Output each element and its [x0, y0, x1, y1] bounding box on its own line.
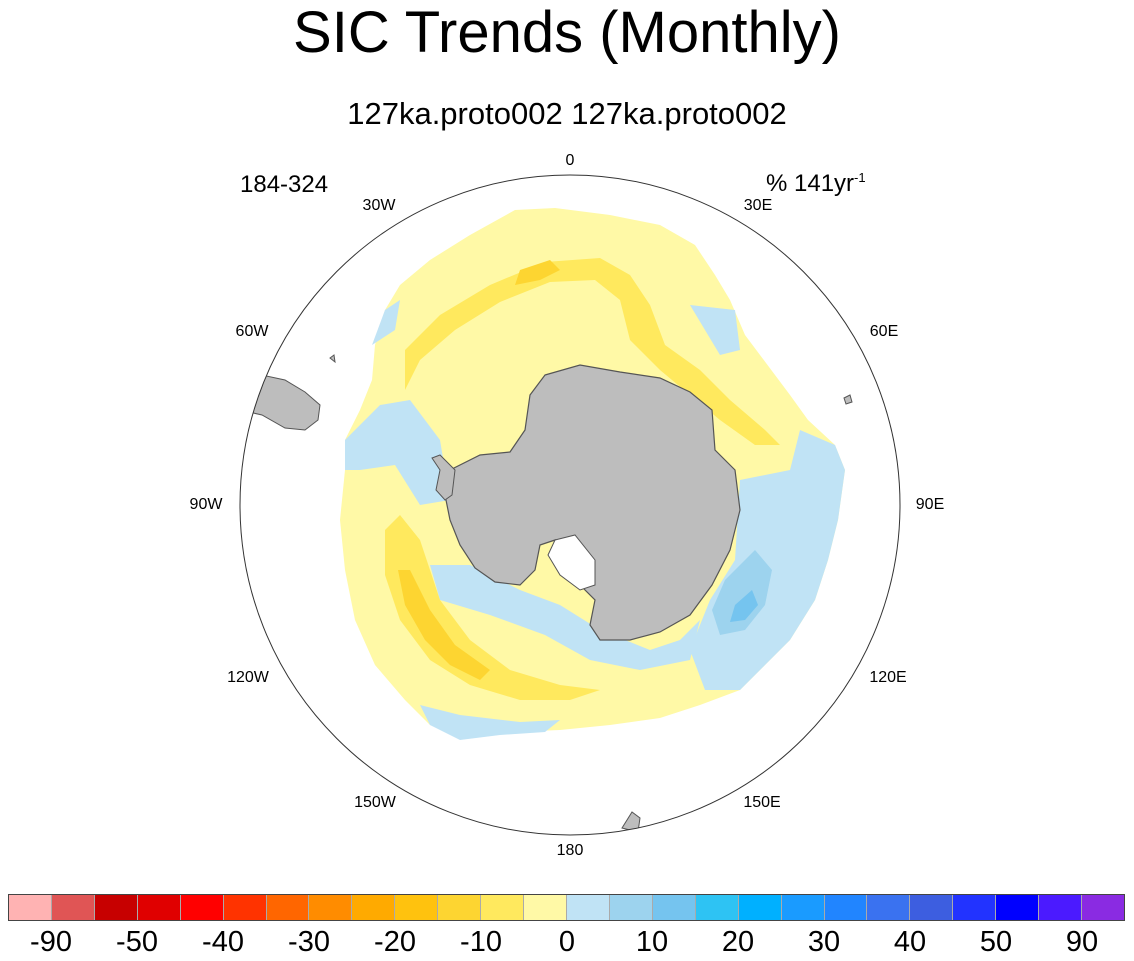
lon-label-30w: 30W	[362, 197, 396, 214]
trend-pos-mid-area	[712, 550, 772, 635]
colorbar-swatch	[781, 895, 825, 920]
colorbar-tick-label: -20	[374, 926, 416, 958]
map-field	[240, 208, 853, 833]
colorbar-tick-label: 30	[807, 926, 841, 958]
lon-label-60w: 60W	[235, 323, 269, 340]
colorbar-swatch	[438, 895, 482, 920]
colorbar-tick-label: 50	[979, 926, 1013, 958]
island	[843, 394, 853, 405]
trend-pos-light-area	[430, 565, 700, 670]
colorbar-swatch	[395, 895, 439, 920]
trend-pos-light-area	[690, 305, 740, 355]
colorbar-swatch	[824, 895, 868, 920]
colorbar-swatch	[94, 895, 138, 920]
lon-label-180: 180	[556, 842, 584, 859]
lon-label-150e: 150E	[743, 794, 781, 811]
colorbar-swatch	[223, 895, 267, 920]
colorbar-tick-label: 0	[558, 926, 576, 958]
lon-label-90e: 90E	[915, 496, 945, 513]
lon-label-120w: 120W	[227, 669, 269, 686]
island	[329, 354, 336, 364]
trend-pos-light-area	[372, 300, 400, 345]
lon-label-60e: 60E	[869, 323, 899, 340]
trend-pos-light-area	[420, 705, 560, 740]
units-exponent: -1	[854, 170, 866, 185]
units-base: % 141yr	[766, 170, 855, 197]
colorbar-tick-label: 20	[721, 926, 755, 958]
colorbar-tick-label: -30	[288, 926, 330, 958]
trend-neg-strong-area	[515, 260, 560, 285]
units-label: % 141yr-1	[766, 163, 866, 199]
colorbar-swatch	[1082, 895, 1124, 920]
map-boundary	[239, 174, 901, 836]
colorbar-swatch	[137, 895, 181, 920]
colorbar-swatch	[953, 895, 997, 920]
colorbar-swatch	[352, 895, 396, 920]
colorbar-swatch	[524, 895, 567, 920]
colorbar-tick-label: -90	[30, 926, 72, 958]
map-title: SIC Trends (Monthly)	[293, 0, 841, 65]
lon-label-30e: 30E	[743, 197, 773, 214]
trend-neg-strong-area	[398, 570, 490, 680]
lon-label-90w: 90W	[189, 496, 223, 513]
trend-pos-strong-area	[730, 590, 758, 622]
colorbar-swatch	[910, 895, 954, 920]
colorbar-tick-label: 10	[635, 926, 669, 958]
colorbar-tick-label: -10	[460, 926, 502, 958]
antarctic-peninsula	[431, 454, 456, 501]
colorbar	[8, 894, 1125, 921]
colorbar-swatch	[180, 895, 224, 920]
colorbar-swatch	[51, 895, 95, 920]
colorbar-swatch	[481, 895, 525, 920]
colorbar-swatch	[1039, 895, 1083, 920]
lon-label-120e: 120E	[869, 669, 907, 686]
colorbar-swatch	[309, 895, 353, 920]
lon-label-0: 0	[565, 152, 575, 169]
colorbar-tick-label: 40	[893, 926, 927, 958]
colorbar-swatch	[566, 895, 610, 920]
colorbar-tick-label: 90	[1065, 926, 1099, 958]
colorbar-swatch	[266, 895, 310, 920]
lon-label-150w: 150W	[354, 794, 396, 811]
colorbar-swatch	[9, 895, 52, 920]
colorbar-tick-label: -40	[202, 926, 244, 958]
colorbar-swatch	[609, 895, 653, 920]
trend-pos-light-area	[345, 400, 450, 505]
trend-neg-mid-area	[405, 258, 780, 445]
colorbar-swatch	[652, 895, 696, 920]
colorbar-swatch	[996, 895, 1040, 920]
colorbar-swatch	[695, 895, 739, 920]
south-america-landmass	[240, 374, 321, 431]
period-label: 184-324	[240, 171, 329, 198]
ice-shelf-gap	[547, 534, 596, 591]
map-subtitle: 127ka.proto002 127ka.proto002	[347, 96, 787, 131]
colorbar-swatch	[867, 895, 911, 920]
polar-map	[239, 174, 901, 836]
colorbar-tick-label: -50	[116, 926, 158, 958]
colorbar-swatch	[738, 895, 782, 920]
